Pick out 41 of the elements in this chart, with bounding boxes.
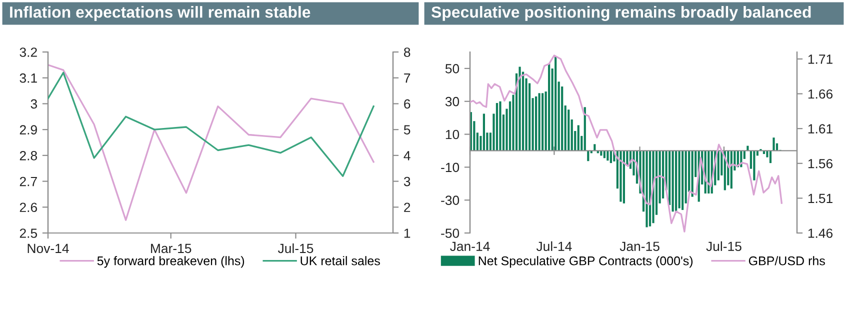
y-tick-label: 50 [445, 64, 460, 74]
y-tick-label: 2.7 [20, 176, 37, 186]
chart-title: Inflation expectations will remain stable [10, 6, 310, 21]
x-tick-label: Jan-15 [620, 242, 660, 252]
x-tick-label: Jul-14 [536, 241, 572, 252]
y-tick-label: 10 [446, 130, 460, 140]
y-tick-label: 2.5 [20, 228, 38, 238]
y-tick-label: 3.2 [20, 48, 37, 57]
y-tick-label: 30 [445, 96, 460, 106]
legend-label: GBP/USD rhs [748, 256, 825, 266]
legend-label: UK retail sales [300, 256, 380, 266]
x-tick-label: Jul-15 [706, 241, 742, 252]
y2-tick-label: 1.46 [808, 228, 833, 238]
y2-tick-label: 1 [404, 228, 410, 238]
y-tick-label: -50 [441, 228, 460, 238]
y2-tick-label: 5 [404, 125, 410, 134]
y2-tick-label: 1.71 [808, 54, 832, 64]
x-tick-label: Jan-14 [450, 242, 490, 252]
legend-label: 5y forward breakeven (lhs) [97, 256, 244, 268]
legend-label: Net Speculative GBP Contracts (000's) [478, 256, 693, 268]
y2-tick-label: 4 [404, 151, 410, 160]
x-tick-label: Nov-14 [28, 244, 69, 254]
chart-title: Speculative positioning remains broadly balanced [431, 6, 811, 21]
y2-tick-label: 6 [404, 99, 410, 109]
y-tick-label: -30 [441, 196, 460, 205]
y-tick-label: 3.1 [20, 73, 37, 83]
y-tick-label: 2.9 [20, 125, 37, 134]
y-tick-label: 3 [30, 99, 38, 109]
y2-tick-label: 1.61 [808, 124, 832, 134]
y-tick-label: 2.8 [20, 150, 38, 160]
y2-tick-label: 2 [404, 202, 410, 212]
y2-tick-label: 7 [404, 74, 410, 83]
x-tick-label: Jul-15 [278, 243, 314, 254]
y2-tick-label: 1.51 [808, 194, 832, 204]
y2-tick-label: 1.56 [808, 158, 833, 168]
y2-tick-label: 8 [404, 48, 410, 57]
y2-tick-label: 1.66 [808, 89, 833, 99]
y-tick-label: 2.6 [20, 202, 38, 212]
x-tick-label: Mar-15 [151, 244, 192, 254]
y-tick-label: -10 [441, 162, 460, 172]
y2-tick-label: 3 [404, 176, 410, 186]
